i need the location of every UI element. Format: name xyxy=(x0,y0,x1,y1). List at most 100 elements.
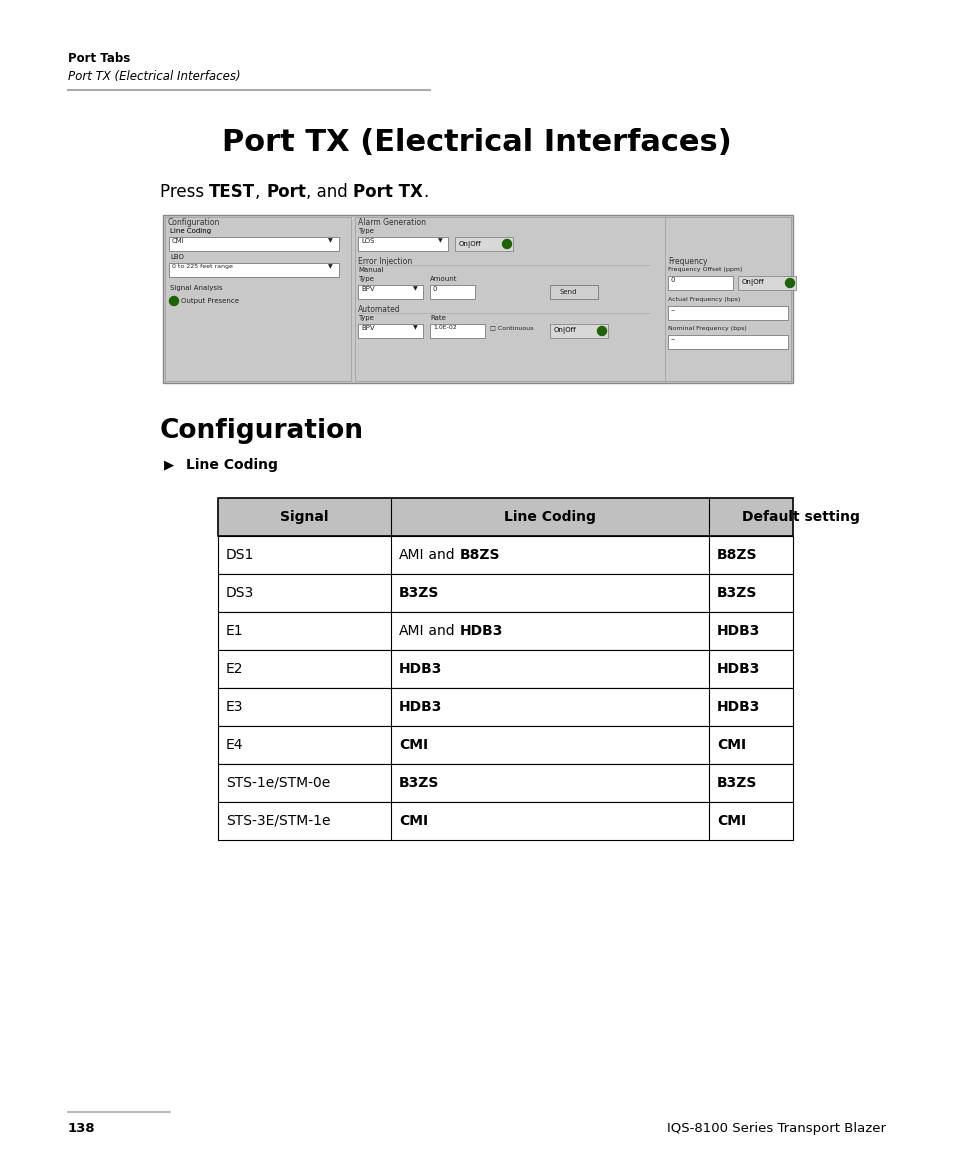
Text: HDB3: HDB3 xyxy=(398,662,442,676)
Text: On|Off: On|Off xyxy=(458,241,481,248)
Text: Type: Type xyxy=(357,315,374,321)
Text: 0: 0 xyxy=(670,277,675,283)
Bar xyxy=(165,217,351,381)
Text: B3ZS: B3ZS xyxy=(398,586,439,600)
Text: STS-3E/STM-1e: STS-3E/STM-1e xyxy=(226,814,330,828)
Text: TEST: TEST xyxy=(209,183,255,201)
Text: ▼: ▼ xyxy=(437,238,442,243)
Text: ▶: ▶ xyxy=(164,458,174,471)
Circle shape xyxy=(502,240,511,248)
Text: E4: E4 xyxy=(226,738,243,752)
Text: Signal: Signal xyxy=(280,510,329,524)
Text: 1.0E-02: 1.0E-02 xyxy=(433,325,456,330)
Bar xyxy=(218,764,792,802)
Bar xyxy=(667,276,732,290)
Text: Press: Press xyxy=(160,183,209,201)
Bar xyxy=(430,285,475,299)
Text: HDB3: HDB3 xyxy=(459,624,502,637)
Text: CMI: CMI xyxy=(398,814,428,828)
Text: IQS-8100 Series Transport Blazer: IQS-8100 Series Transport Blazer xyxy=(666,1122,885,1135)
Circle shape xyxy=(170,297,178,306)
Text: Amount: Amount xyxy=(430,276,457,282)
Text: Port TX (Electrical Interfaces): Port TX (Electrical Interfaces) xyxy=(222,127,731,156)
Text: LBO: LBO xyxy=(170,254,184,260)
Text: .: . xyxy=(422,183,428,201)
Text: Port TX: Port TX xyxy=(353,183,422,201)
Text: LOS: LOS xyxy=(360,238,374,245)
Text: 0: 0 xyxy=(433,286,437,292)
Text: Output Presence: Output Presence xyxy=(181,298,239,304)
Text: Nominal Frequency (bps): Nominal Frequency (bps) xyxy=(667,326,746,331)
Bar xyxy=(218,612,792,650)
Bar xyxy=(667,306,787,320)
Text: 138: 138 xyxy=(68,1122,95,1135)
Text: HDB3: HDB3 xyxy=(398,700,442,714)
Text: Error Injection: Error Injection xyxy=(357,257,412,267)
Bar xyxy=(218,650,792,688)
Text: , and: , and xyxy=(306,183,353,201)
Text: Automated: Automated xyxy=(357,305,400,314)
Bar xyxy=(163,216,792,382)
Text: BPV: BPV xyxy=(360,325,375,331)
Text: Port TX (Electrical Interfaces): Port TX (Electrical Interfaces) xyxy=(68,70,240,83)
Text: B3ZS: B3ZS xyxy=(717,586,757,600)
Text: HDB3: HDB3 xyxy=(717,624,760,637)
Bar xyxy=(738,276,795,290)
Bar xyxy=(169,263,338,277)
Bar xyxy=(455,236,513,252)
Bar xyxy=(218,726,792,764)
Text: 0 to 225 feet range: 0 to 225 feet range xyxy=(172,264,233,269)
Text: B8ZS: B8ZS xyxy=(717,548,757,562)
Text: On|Off: On|Off xyxy=(554,328,576,335)
Text: E2: E2 xyxy=(226,662,243,676)
Text: ▼: ▼ xyxy=(413,325,417,330)
Text: Rate: Rate xyxy=(430,315,445,321)
Text: Send: Send xyxy=(559,289,577,296)
Text: CMI: CMI xyxy=(717,738,745,752)
Text: □ Continuous: □ Continuous xyxy=(490,325,533,330)
Text: Alarm Generation: Alarm Generation xyxy=(357,218,426,227)
Text: ▼: ▼ xyxy=(413,286,417,291)
Bar xyxy=(355,217,790,381)
Text: Type: Type xyxy=(357,276,374,282)
Text: On|Off: On|Off xyxy=(741,279,763,286)
Text: Default setting: Default setting xyxy=(741,510,859,524)
Text: Manual: Manual xyxy=(357,267,383,274)
Text: ,: , xyxy=(255,183,266,201)
Text: DS3: DS3 xyxy=(226,586,254,600)
Bar xyxy=(664,217,790,381)
Text: STS-1e/STM-0e: STS-1e/STM-0e xyxy=(226,777,330,790)
Text: BPV: BPV xyxy=(360,286,375,292)
Bar xyxy=(169,236,338,252)
Text: Frequency: Frequency xyxy=(667,257,707,267)
Text: HDB3: HDB3 xyxy=(717,662,760,676)
Text: AMI: AMI xyxy=(398,548,424,562)
Text: AMI: AMI xyxy=(398,624,424,637)
Text: DS1: DS1 xyxy=(226,548,254,562)
Bar xyxy=(550,285,598,299)
Bar xyxy=(218,802,792,840)
Text: ▼: ▼ xyxy=(328,264,333,269)
Circle shape xyxy=(784,278,794,287)
Text: E3: E3 xyxy=(226,700,243,714)
Bar xyxy=(218,498,792,535)
Text: Frequency Offset (ppm): Frequency Offset (ppm) xyxy=(667,267,741,272)
Text: ▼: ▼ xyxy=(328,238,333,243)
Text: Line Coding: Line Coding xyxy=(170,228,211,234)
Bar xyxy=(357,236,448,252)
Text: and: and xyxy=(424,548,459,562)
Bar xyxy=(430,325,484,338)
Text: and: and xyxy=(424,624,459,637)
Bar xyxy=(218,574,792,612)
Text: CMI: CMI xyxy=(717,814,745,828)
Text: --: -- xyxy=(670,307,676,313)
Bar xyxy=(667,335,787,349)
Text: Actual Frequency (bps): Actual Frequency (bps) xyxy=(667,297,740,302)
Text: HDB3: HDB3 xyxy=(717,700,760,714)
Text: CMI: CMI xyxy=(172,238,185,245)
Text: CMI: CMI xyxy=(398,738,428,752)
Text: Configuration: Configuration xyxy=(168,218,220,227)
Bar xyxy=(357,285,422,299)
Circle shape xyxy=(597,327,606,335)
Text: Line Coding: Line Coding xyxy=(503,510,596,524)
